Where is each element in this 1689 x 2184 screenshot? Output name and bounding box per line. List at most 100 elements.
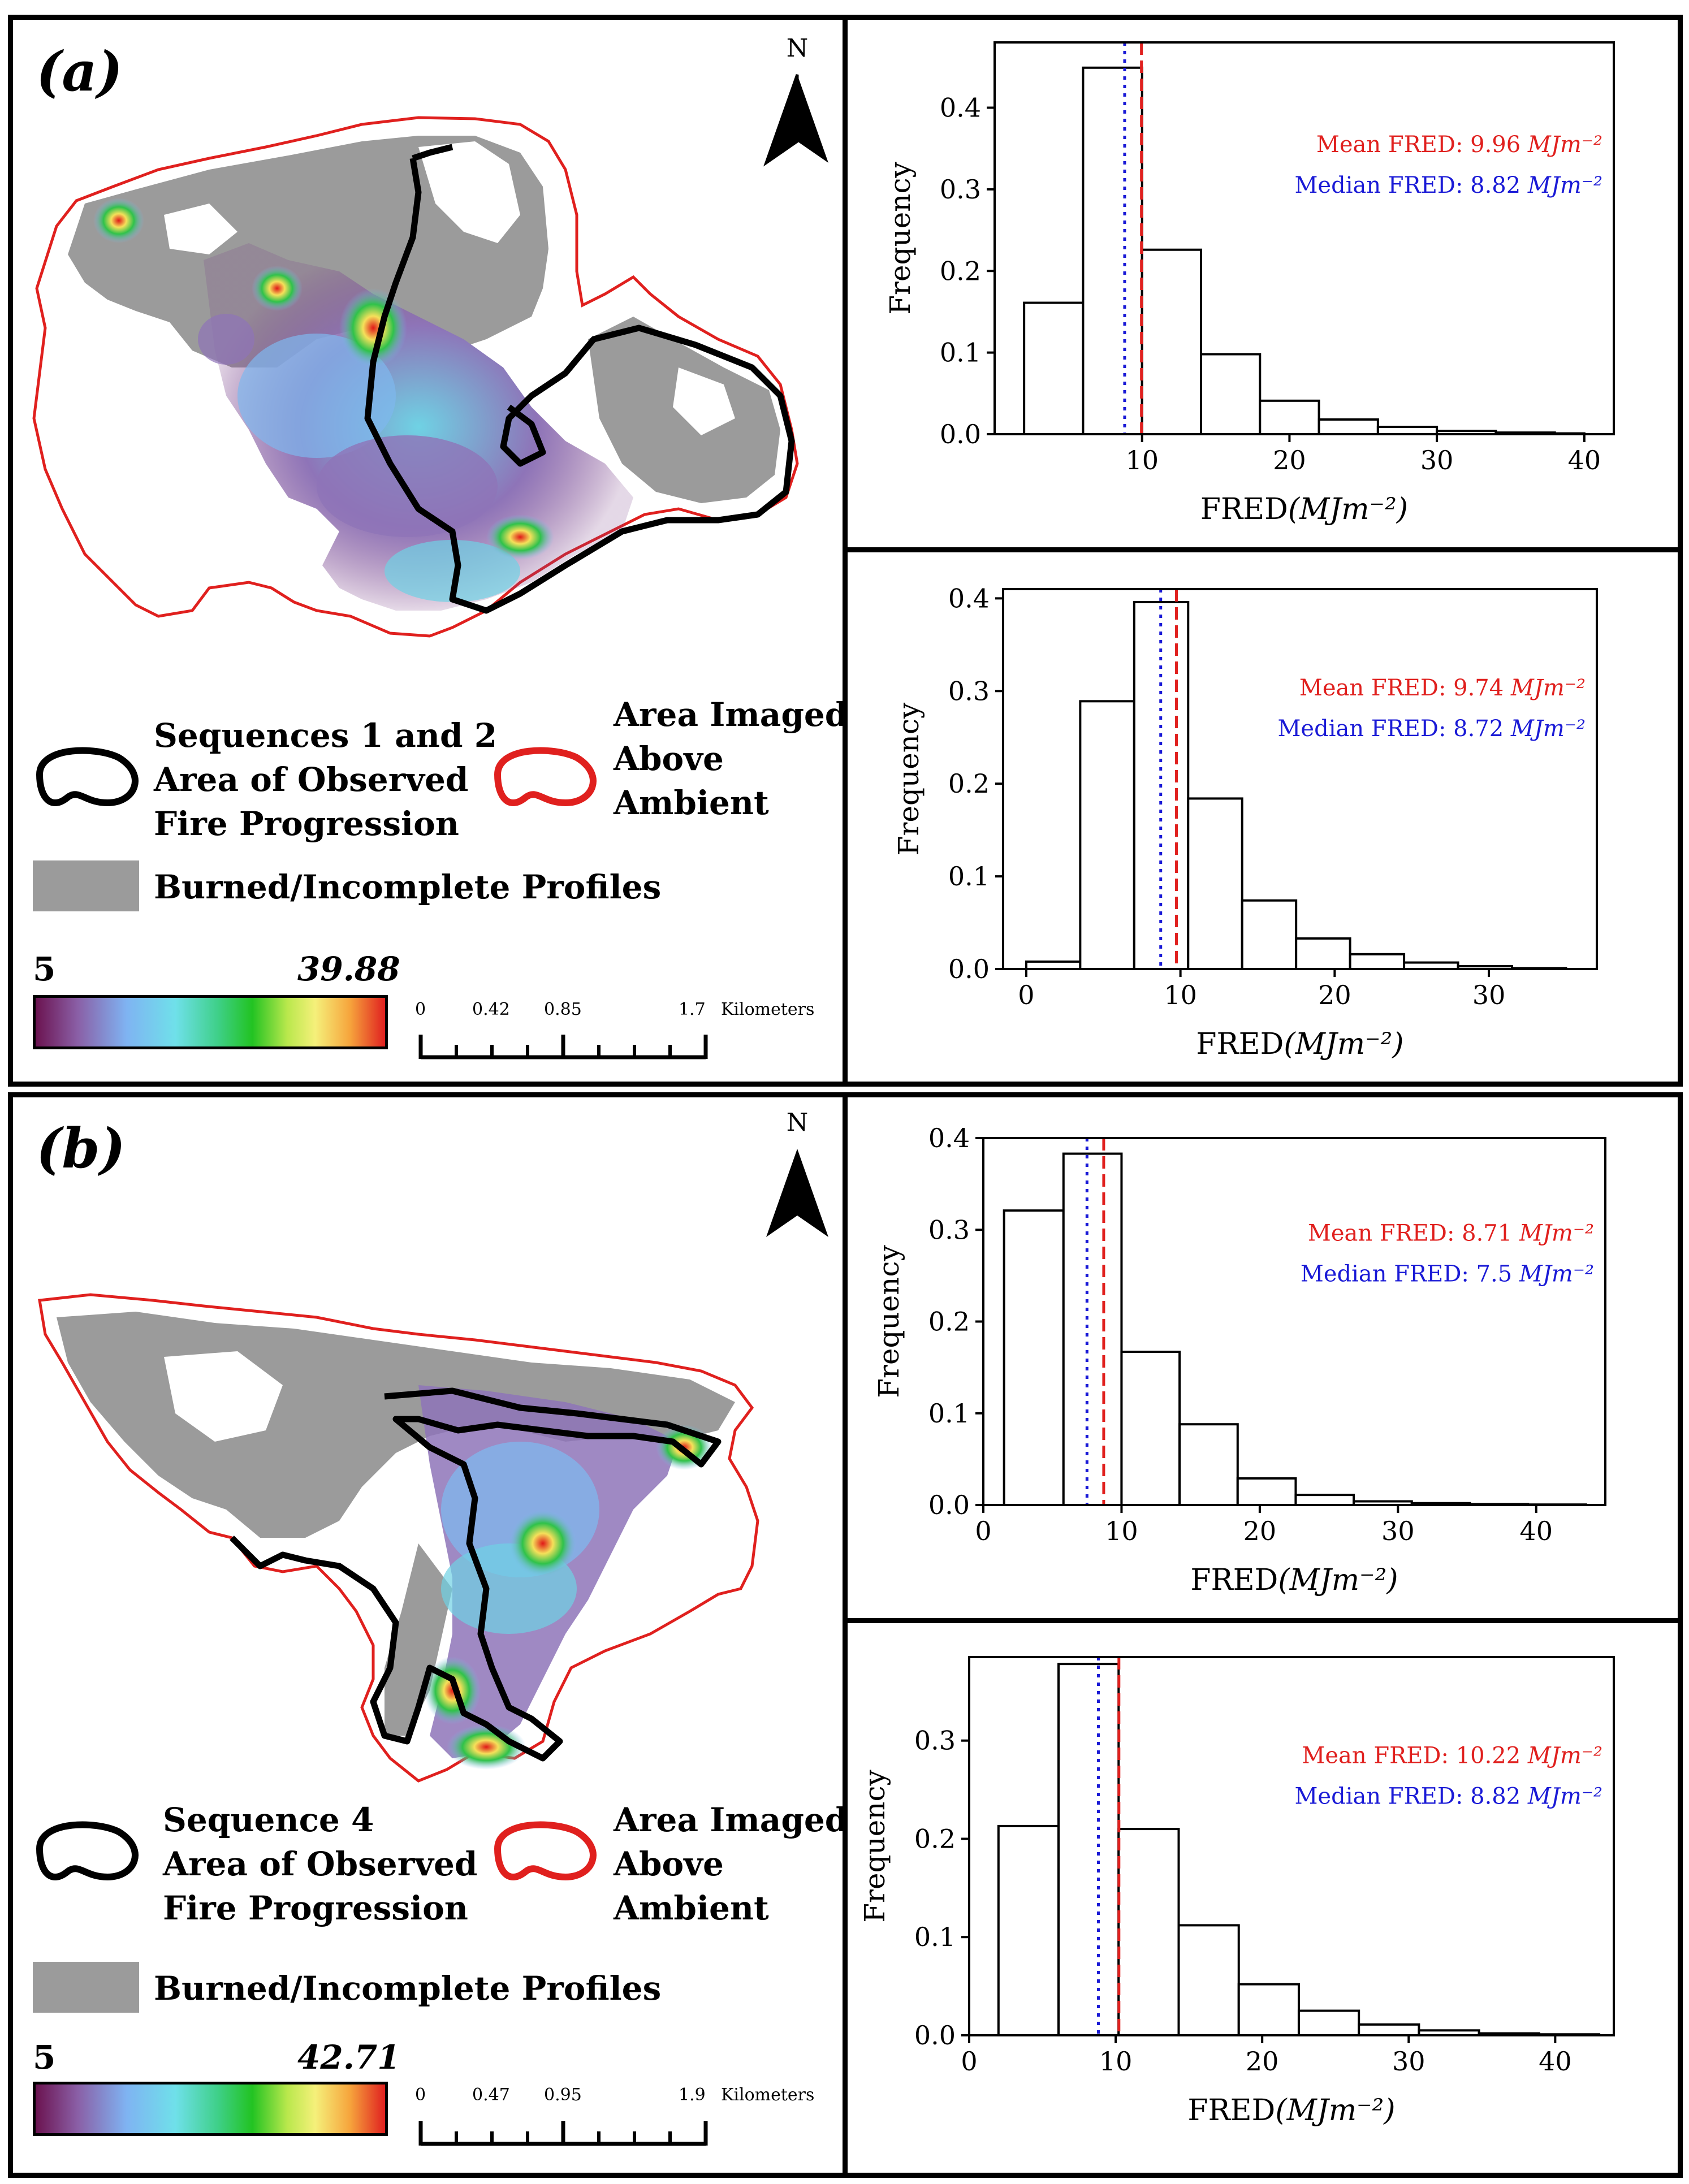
north-label-a: N <box>787 34 809 63</box>
colorbar-a <box>33 995 388 1049</box>
median-annotation: Median FRED: 8.72 MJm⁻² <box>1277 716 1586 742</box>
y-tick-label: 0.1 <box>948 861 990 892</box>
panel-a-label: (a) <box>36 40 123 103</box>
histogram-bar <box>1236 1477 1297 1507</box>
legend-gray-swatch-b <box>33 1962 139 2013</box>
x-tick-label: 30 <box>1420 445 1454 475</box>
x-tick-label: 10 <box>1099 2046 1133 2077</box>
legend-black-outline-icon-b <box>36 1821 139 1881</box>
fire-map-b <box>38 1293 759 1783</box>
legend-red-outline-icon-a <box>494 747 597 807</box>
north-arrow-b: N <box>763 1108 831 1244</box>
histogram-bar <box>1023 301 1085 435</box>
histogram-b1: 0 10 20 30 40 0.0 0.1 0.2 0.3 0.4 Frequency FRED(MJ… <box>872 1123 1606 1597</box>
x-tick-label: 20 <box>1246 2046 1279 2077</box>
y-tick-label: 0.2 <box>948 768 990 799</box>
legend-red-outline-icon-b <box>494 1821 597 1881</box>
plot-frame <box>1002 588 1598 970</box>
north-label-b: N <box>787 1108 809 1137</box>
histogram-bar <box>1141 248 1203 435</box>
progression-boundary-b <box>230 1387 722 1762</box>
legend-red-line2-a: Above <box>614 739 724 778</box>
x-tick-label: 40 <box>1539 2046 1572 2077</box>
legend-red-label-b: Area Imaged Above Ambient <box>614 1798 848 1930</box>
histogram-bar <box>1241 899 1298 971</box>
histogram-bar <box>1358 2023 1420 2037</box>
y-tick-label: 0.1 <box>914 1922 956 1952</box>
y-tick-label: 0.1 <box>940 338 981 368</box>
median-annotation: Median FRED: 8.82 MJm⁻² <box>1294 172 1602 198</box>
histogram-bar <box>997 1824 1060 2036</box>
histogram-a1: 10 20 30 40 0.0 0.1 0.2 0.3 0.4 Frequency FRED(MJm… <box>884 41 1615 526</box>
x-tick-label: 0 <box>975 1516 991 1546</box>
histogram-b2: 0 10 20 30 40 0.0 0.1 0.2 0.3 Frequency FRED(MJm⁻²… <box>858 1656 1615 2127</box>
legend-black-label-a: Sequences 1 and 2 Area of Observed Fire … <box>154 713 497 846</box>
scalebar-unit-b: Kilometers <box>721 2085 815 2105</box>
y-tick-label: 0.2 <box>928 1307 970 1337</box>
scalebar-tick0-b: 0 <box>415 2085 426 2105</box>
x-tick-label: 10 <box>1125 445 1159 475</box>
legend-black-label-b: Sequence 4 Area of Observed Fire Progres… <box>163 1798 477 1930</box>
x-axis-label: FRED(MJm⁻²) <box>1200 492 1408 526</box>
histogram-bar <box>1177 1924 1240 2037</box>
x-axis-label: FRED(MJm⁻²) <box>1187 2094 1395 2127</box>
histogram-bar <box>1349 953 1406 971</box>
y-tick-label: 0.0 <box>948 954 990 984</box>
x-tick-label: 20 <box>1318 980 1351 1010</box>
y-tick-label: 0.2 <box>914 1823 956 1854</box>
fire-map-a <box>32 116 799 638</box>
histogram-bar <box>1297 2009 1360 2037</box>
legend-black-line2-b: Area of Observed <box>163 1845 478 1883</box>
y-tick-label: 0.3 <box>948 676 990 706</box>
histogram-bar <box>1120 1351 1181 1506</box>
histogram-bar <box>1237 1983 1300 2036</box>
x-axis-label: FRED(MJm⁻²) <box>1190 1563 1398 1597</box>
divider-b-vertical <box>843 1092 848 2178</box>
y-axis-label: Frequency <box>884 162 917 315</box>
colorbar-min-a: 5 <box>33 950 56 988</box>
histogram-bar <box>1178 1423 1239 1506</box>
y-tick-label: 0.0 <box>914 2020 956 2051</box>
scalebar-tick3-a: 1.7 <box>679 1000 706 1019</box>
x-tick-label: 20 <box>1273 445 1306 475</box>
scalebar-b <box>418 2121 708 2146</box>
scalebar-tick1-a: 0.42 <box>472 1000 510 1019</box>
north-arrow-a: N <box>763 34 831 170</box>
legend-red-line1-a: Area Imaged <box>614 695 848 734</box>
y-tick-label: 0.2 <box>940 256 981 286</box>
mean-annotation: Mean FRED: 8.71 MJm⁻² <box>1308 1221 1594 1247</box>
histogram-bar <box>1317 418 1379 436</box>
colorbar-min-b: 5 <box>33 2038 56 2077</box>
legend-red-line3-a: Ambient <box>614 784 769 822</box>
scalebar-tick3-b: 1.9 <box>679 2085 706 2105</box>
legend-red-line3-b: Ambient <box>614 1889 769 1927</box>
divider-a-horizontal <box>843 547 1683 552</box>
histogram-bar <box>1003 1209 1065 1507</box>
y-tick-label: 0.4 <box>940 93 981 123</box>
histogram-bar <box>1079 700 1135 970</box>
y-tick-label: 0.0 <box>940 419 981 449</box>
histogram-bar <box>1082 66 1143 436</box>
north-arrow-icon: N <box>766 1108 828 1237</box>
x-tick-label: 0 <box>1018 980 1034 1010</box>
legend-black-line2-a: Area of Observed <box>154 760 469 799</box>
legend-red-label-a: Area Imaged Above Ambient <box>614 693 848 825</box>
scalebar-tick1-b: 0.47 <box>472 2085 510 2105</box>
x-tick-label: 30 <box>1381 1516 1415 1546</box>
legend-gray-swatch-a <box>33 860 139 911</box>
panel-b-label: (b) <box>36 1117 126 1180</box>
legend-black-outline-icon-a <box>36 747 139 807</box>
scalebar-tick2-a: 0.85 <box>544 1000 582 1019</box>
north-arrow-icon: N <box>763 34 828 167</box>
y-axis-label: Frequency <box>858 1770 891 1923</box>
divider-b-horizontal <box>843 1618 1683 1623</box>
x-axis-label: FRED(MJm⁻²) <box>1196 1027 1403 1061</box>
median-annotation: Median FRED: 8.82 MJm⁻² <box>1294 1783 1602 1809</box>
burned-area-a <box>68 136 548 367</box>
colorbar-max-a: 39.88 <box>297 950 400 988</box>
legend-gray-label-b: Burned/Incomplete Profiles <box>154 1969 662 2008</box>
x-tick-label: 30 <box>1472 980 1506 1010</box>
scalebar-a <box>418 1035 708 1059</box>
x-tick-label: 10 <box>1164 980 1197 1010</box>
histogram-bar <box>1294 1494 1355 1507</box>
